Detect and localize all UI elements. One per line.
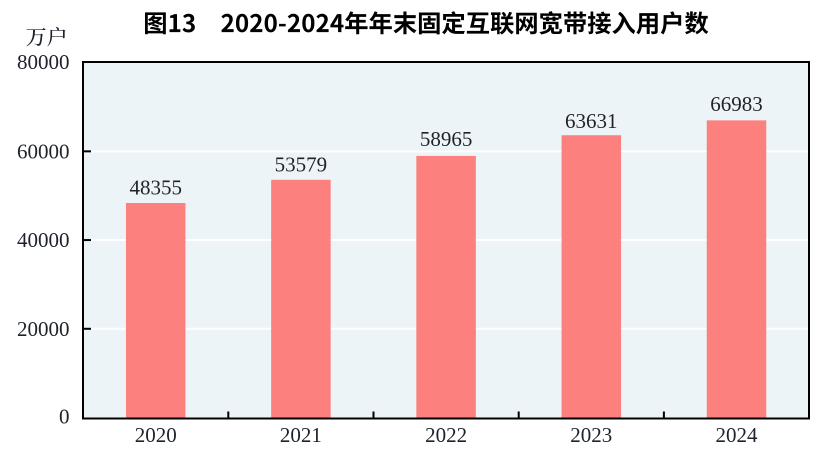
svg-text:48355: 48355 bbox=[129, 176, 182, 200]
svg-text:66983: 66983 bbox=[710, 92, 763, 116]
svg-text:80000: 80000 bbox=[17, 50, 70, 74]
svg-text:63631: 63631 bbox=[565, 109, 618, 133]
svg-text:2024: 2024 bbox=[716, 423, 759, 447]
svg-text:0: 0 bbox=[59, 405, 70, 429]
svg-text:60000: 60000 bbox=[17, 140, 70, 164]
svg-text:58965: 58965 bbox=[420, 127, 473, 151]
svg-text:2023: 2023 bbox=[570, 423, 612, 447]
svg-text:53579: 53579 bbox=[275, 152, 328, 176]
svg-text:40000: 40000 bbox=[17, 228, 70, 252]
svg-text:2020: 2020 bbox=[135, 423, 177, 447]
svg-text:20000: 20000 bbox=[17, 317, 70, 341]
svg-text:2021: 2021 bbox=[280, 423, 322, 447]
svg-text:2022: 2022 bbox=[425, 423, 467, 447]
